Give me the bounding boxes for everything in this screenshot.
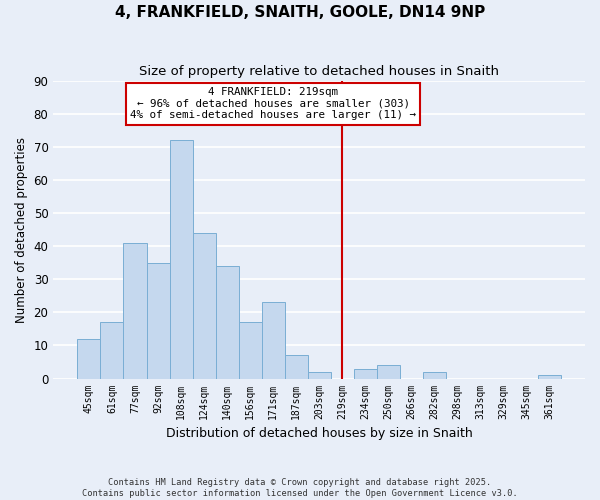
Bar xyxy=(239,322,262,378)
Bar xyxy=(146,262,170,378)
Bar xyxy=(377,366,400,378)
Bar xyxy=(77,339,100,378)
Bar xyxy=(538,375,561,378)
Bar xyxy=(170,140,193,378)
Bar xyxy=(423,372,446,378)
Text: 4, FRANKFIELD, SNAITH, GOOLE, DN14 9NP: 4, FRANKFIELD, SNAITH, GOOLE, DN14 9NP xyxy=(115,5,485,20)
Bar xyxy=(193,233,215,378)
Text: 4 FRANKFIELD: 219sqm
← 96% of detached houses are smaller (303)
4% of semi-detac: 4 FRANKFIELD: 219sqm ← 96% of detached h… xyxy=(130,87,416,120)
Y-axis label: Number of detached properties: Number of detached properties xyxy=(15,136,28,322)
Bar xyxy=(215,266,239,378)
Bar xyxy=(262,302,284,378)
X-axis label: Distribution of detached houses by size in Snaith: Distribution of detached houses by size … xyxy=(166,427,473,440)
Bar xyxy=(284,356,308,378)
Bar xyxy=(100,322,124,378)
Title: Size of property relative to detached houses in Snaith: Size of property relative to detached ho… xyxy=(139,65,499,78)
Text: Contains HM Land Registry data © Crown copyright and database right 2025.
Contai: Contains HM Land Registry data © Crown c… xyxy=(82,478,518,498)
Bar xyxy=(124,243,146,378)
Bar xyxy=(353,368,377,378)
Bar xyxy=(308,372,331,378)
